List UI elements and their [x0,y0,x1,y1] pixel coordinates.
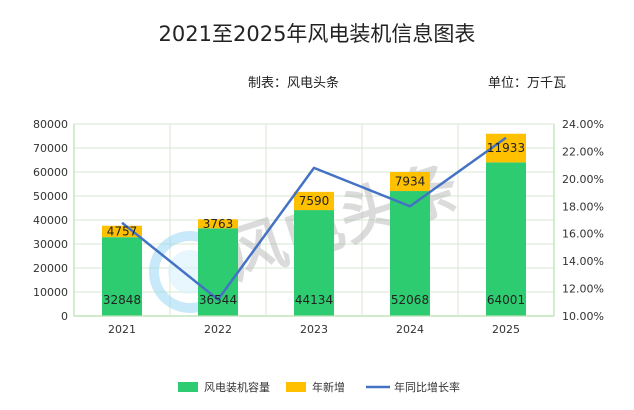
y-left-tick-label: 50000 [33,190,68,203]
chart-maker: 制表：风电头条 [248,76,340,91]
bars [102,133,526,316]
y-right-tick-label: 20.00% [562,173,604,186]
y-right-tick-label: 22.00% [562,145,604,158]
bar-capacity [102,237,142,316]
bar-capacity [198,228,238,316]
x-tick-label: 2025 [492,323,520,336]
y-left-tick-label: 10000 [33,286,68,299]
y-right-tick-label: 12.00% [562,283,604,296]
bar-new [198,219,238,229]
y-left-tick-label: 40000 [33,214,68,227]
growth-line [121,136,507,301]
chart-unit: 单位：万千瓦 [488,76,567,91]
label-capacity: 52068 [391,293,429,307]
label-new: 11933 [487,141,525,155]
bar-capacity [294,210,334,316]
x-tick-label: 2021 [108,323,136,336]
y-left-tick-label: 60000 [33,166,68,179]
y-left-tick-label: 80000 [33,118,68,131]
label-capacity: 44134 [295,293,333,307]
x-tick-label: 2022 [204,323,232,336]
bar-new [390,171,430,192]
bar-new [294,191,334,211]
label-capacity: 32848 [103,293,141,307]
label-new: 7590 [299,194,330,208]
axes: 0 10000 20000 30000 40000 50000 60000 70000 8000… [33,118,604,336]
legend: 风电装机容量 年新增 年同比增长率 [178,380,460,394]
growth-line-layer [121,136,507,301]
y-right-tick-label: 18.00% [562,200,604,213]
x-tick-label: 2024 [396,323,424,336]
label-new: 4757 [107,224,138,238]
y-left-tick-label: 20000 [33,262,68,275]
legend-swatch-capacity [178,382,198,392]
legend-label: 风电装机容量 [204,380,270,394]
x-tick-label: 2023 [300,323,328,336]
y-right-tick-label: 16.00% [562,228,604,241]
y-left-tick-label: 30000 [33,238,68,251]
y-right-tick-label: 14.00% [562,255,604,268]
legend-swatch-new [286,382,306,392]
legend-label: 年新增 [312,380,345,394]
bar-capacity [390,191,430,316]
label-capacity: 64001 [487,293,525,307]
label-capacity: 36544 [199,293,237,307]
bar-capacity [486,162,526,316]
bar-new [102,225,142,238]
y-right-tick-label: 24.00% [562,118,604,131]
data-labels: 32848 4757 36544 3763 44134 7590 52068 7934 6400… [103,141,525,307]
label-new: 3763 [203,217,234,231]
y-right-tick-label: 10.00% [562,310,604,323]
y-left-tick-label: 0 [61,310,68,323]
y-left-tick-label: 70000 [33,142,68,155]
chart-title: 2021至2025年风电装机信息图表 [158,22,476,46]
label-new: 7934 [395,175,426,189]
legend-label: 年同比增长率 [394,380,460,394]
